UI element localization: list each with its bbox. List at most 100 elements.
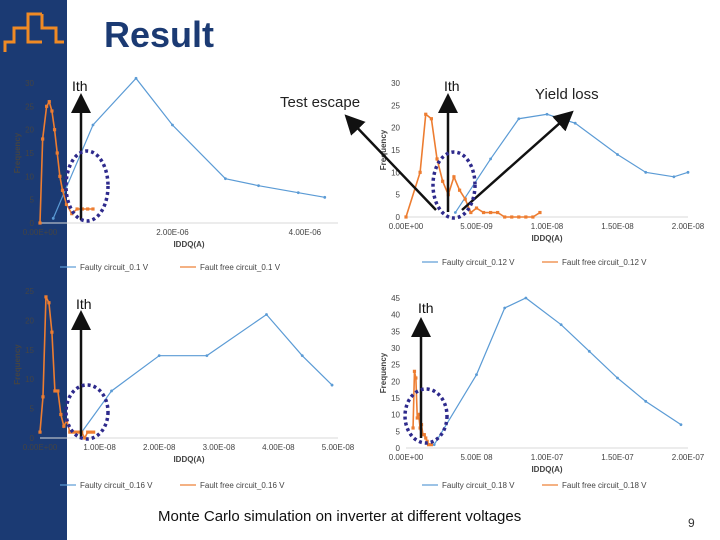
y-tick-label: 20 xyxy=(391,377,400,386)
data-point-fault-free xyxy=(452,175,456,179)
x-axis-title: IDDQ(A) xyxy=(173,455,204,464)
y-tick-label: 30 xyxy=(391,344,400,353)
data-point-fault-free xyxy=(446,193,450,197)
x-tick-label: 0.00E+00 xyxy=(389,453,424,462)
slide-title: Result xyxy=(104,14,215,55)
data-point-fault-free xyxy=(469,210,473,215)
ith-label-4: Ith xyxy=(418,300,434,316)
data-point-fault-free xyxy=(418,170,422,174)
x-tick-label: 1.00E-08 xyxy=(531,222,564,231)
y-tick-label: 20 xyxy=(25,316,34,325)
x-tick-label: 0.00E+00 xyxy=(23,228,58,237)
data-point-fault-free xyxy=(489,210,493,215)
y-tick-label: 30 xyxy=(25,79,34,88)
data-point-fault-free xyxy=(38,221,42,225)
data-point-faulty xyxy=(587,349,591,353)
data-point-fault-free xyxy=(50,330,54,334)
data-point-faulty xyxy=(205,354,209,358)
data-point-fault-free xyxy=(44,295,48,299)
data-point-fault-free xyxy=(50,109,54,113)
data-point-fault-free xyxy=(64,202,69,206)
y-tick-label: 10 xyxy=(25,172,34,181)
data-point-fault-free xyxy=(60,188,65,192)
data-point-faulty xyxy=(679,423,683,427)
data-point-fault-free xyxy=(426,443,431,447)
x-tick-label: 2.00E-07 xyxy=(672,453,705,462)
data-point-fault-free xyxy=(538,210,542,215)
x-axis-title: IDDQ(A) xyxy=(531,234,562,243)
data-point-fault-free xyxy=(77,430,81,434)
data-point-fault-free xyxy=(424,112,428,116)
x-tick-label: 3.00E-08 xyxy=(203,443,236,452)
legend-label-faulty: Faulty circuit_0.12 V xyxy=(442,258,515,267)
data-point-faulty xyxy=(330,383,334,387)
x-tick-label: 4.00E-06 xyxy=(289,228,322,237)
data-point-faulty xyxy=(432,443,436,447)
y-tick-label: 10 xyxy=(25,375,34,384)
data-point-fault-free xyxy=(422,433,426,437)
data-point-fault-free xyxy=(58,174,62,178)
data-point-fault-free xyxy=(59,412,63,417)
data-point-fault-free xyxy=(68,430,72,434)
data-point-fault-free xyxy=(412,369,417,373)
y-tick-label: 20 xyxy=(391,124,400,133)
sidebar-band xyxy=(0,0,67,540)
data-point-fault-free xyxy=(65,418,69,422)
data-point-fault-free xyxy=(80,430,84,434)
data-point-fault-free xyxy=(86,430,90,434)
data-point-faulty xyxy=(224,177,227,181)
data-point-faulty xyxy=(503,306,507,310)
data-point-fault-free xyxy=(75,207,79,211)
y-tick-label: 15 xyxy=(25,149,34,158)
data-point-fault-free xyxy=(41,395,45,399)
x-axis-title: IDDQ(A) xyxy=(173,240,204,249)
y-tick-label: 15 xyxy=(391,146,400,155)
data-point-fault-free xyxy=(62,424,66,428)
y-tick-label: 10 xyxy=(391,168,400,177)
circuit-logo-icon xyxy=(3,12,64,52)
data-point-fault-free xyxy=(419,423,424,427)
data-point-fault-free xyxy=(41,137,45,141)
data-point-faulty xyxy=(573,121,577,125)
legend-label-fault-free: Fault free circuit_0.1 V xyxy=(200,263,281,272)
data-point-faulty xyxy=(157,354,161,358)
legend-label-fault-free: Fault free circuit_0.18 V xyxy=(562,481,647,490)
x-tick-label: 4.00E-08 xyxy=(262,443,295,452)
y-axis-title: Frequency xyxy=(13,344,22,385)
legend-label-fault-free: Fault free circuit_0.16 V xyxy=(200,481,285,490)
data-point-fault-free xyxy=(481,210,486,215)
data-point-faulty xyxy=(453,211,457,214)
data-point-fault-free xyxy=(510,215,514,219)
y-axis-title: Frequency xyxy=(379,129,388,170)
chart-0-12v: 0 5 10 15 20 25 30 0.00E+00 5.00E-09 1.00E-08 1.50… xyxy=(379,79,705,267)
x-tick-label: 2.00E-08 xyxy=(143,443,176,452)
data-point-faulty xyxy=(489,157,492,161)
ith-label-3: Ith xyxy=(76,296,92,312)
series-line-faulty xyxy=(81,313,333,433)
y-tick-label: 45 xyxy=(391,294,400,303)
y-tick-label: 25 xyxy=(25,102,34,111)
chart-0-16v: 0 5 10 15 20 25 0.00E+00 1.00E-08 2.00E-08 3.00E-… xyxy=(13,287,355,490)
data-point-faulty xyxy=(110,389,113,393)
data-point-fault-free xyxy=(411,426,415,430)
data-point-fault-free xyxy=(91,207,95,211)
data-point-faulty xyxy=(323,195,327,199)
data-point-fault-free xyxy=(517,215,521,219)
y-tick-label: 0 xyxy=(30,219,35,228)
data-point-fault-free xyxy=(404,215,408,219)
page-number: 9 xyxy=(688,516,695,530)
series-line-fault-free xyxy=(405,112,541,218)
y-tick-label: 15 xyxy=(25,346,34,355)
data-point-faulty xyxy=(616,376,619,380)
y-tick-label: 5 xyxy=(30,405,35,414)
data-point-fault-free xyxy=(531,215,535,219)
legend-label-faulty: Faulty circuit_0.1 V xyxy=(80,263,149,272)
data-point-faulty xyxy=(171,123,174,127)
data-point-faulty xyxy=(296,191,300,195)
data-point-fault-free xyxy=(55,151,59,155)
y-tick-label: 0 xyxy=(396,444,401,453)
y-tick-label: 25 xyxy=(391,101,400,110)
data-point-fault-free xyxy=(45,104,49,108)
data-point-fault-free xyxy=(83,436,87,440)
data-point-fault-free xyxy=(89,430,93,434)
